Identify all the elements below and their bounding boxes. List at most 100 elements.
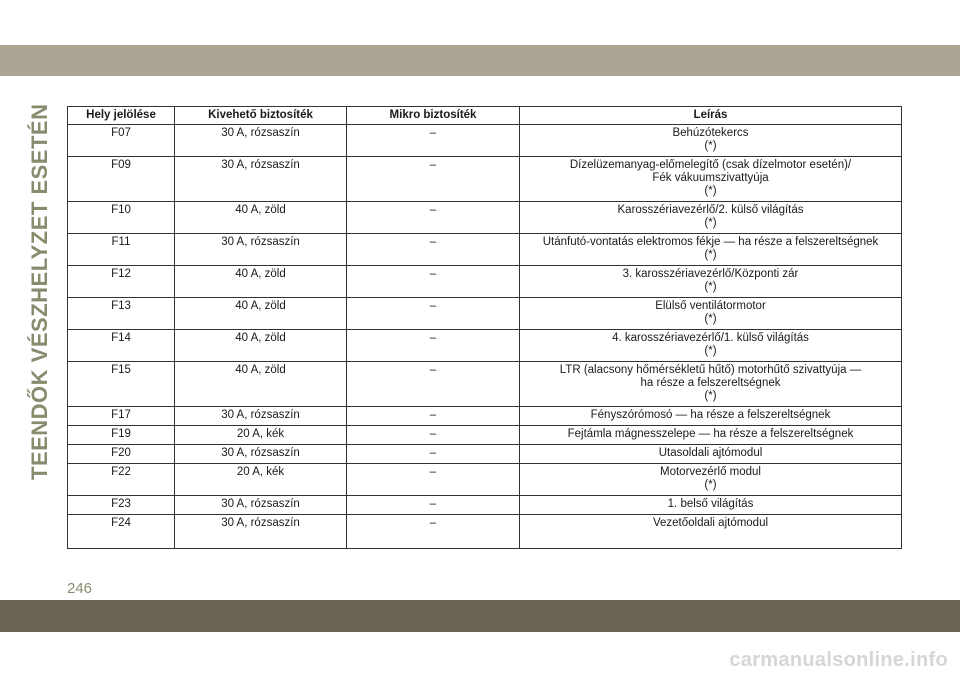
- cell-leiras: 3. karosszériavezérlő/Központi zár (*): [519, 265, 902, 298]
- description-line: Fék vákuumszivattyúja: [652, 172, 769, 184]
- cell-leiras: 4. karosszériavezérlő/1. külső világítás…: [519, 329, 902, 362]
- cell-hely: F17: [67, 406, 175, 426]
- cell-kivehet: 30 A, rózsaszín: [174, 444, 347, 464]
- top-band: [0, 45, 960, 76]
- cell-leiras: Dízelüzemanyag-előmelegítő (csak dízelmo…: [519, 156, 902, 202]
- bottom-band: [0, 600, 960, 632]
- cell-kivehet: 30 A, rózsaszín: [174, 406, 347, 426]
- cell-mikro: –: [346, 156, 520, 202]
- description-line: Karosszériavezérlő/2. külső világítás: [617, 204, 804, 216]
- cell-leiras: Vezetőoldali ajtómodul: [519, 514, 902, 549]
- description-line: ha része a felszereltségnek: [640, 377, 781, 389]
- cell-hely: F11: [67, 233, 175, 266]
- description-line: (*): [704, 345, 717, 357]
- cell-kivehet: 40 A, zöld: [174, 201, 347, 234]
- table-row: F24 30 A, rózsaszín – Vezetőoldali ajtómodu…: [67, 514, 902, 549]
- cell-hely: F24: [67, 514, 175, 549]
- description-line: Vezetőoldali ajtómodul: [652, 517, 769, 529]
- cell-mikro: –: [346, 297, 520, 330]
- cell-leiras: Utasoldali ajtómodul: [519, 444, 902, 464]
- cell-mikro: –: [346, 514, 520, 549]
- cell-hely: F10: [67, 201, 175, 234]
- header-kivehet: Kivehető biztosíték: [174, 106, 347, 125]
- cell-mikro: –: [346, 463, 520, 496]
- cell-mikro: –: [346, 406, 520, 426]
- table-row: F19 20 A, kék – Fejtámla mágnesszelepe — ha…: [67, 425, 902, 445]
- table-row: F23 30 A, rózsaszín – 1. belső világítás: [67, 495, 902, 515]
- section-title: TEENDŐK VÉSZHELYZET ESETÉN: [27, 103, 52, 480]
- fuse-table: Hely jelölése Kivehető biztosíték Mikro …: [67, 106, 902, 549]
- cell-leiras: Motorvezérlő modul (*): [519, 463, 902, 496]
- cell-kivehet: 30 A, rózsaszín: [174, 514, 347, 549]
- cell-kivehet: 40 A, zöld: [174, 297, 347, 330]
- description-line: Motorvezérlő modul: [660, 466, 761, 478]
- cell-leiras: Elülső ventilátormotor (*): [519, 297, 902, 330]
- cell-hely: F09: [67, 156, 175, 202]
- description-line: (*): [704, 390, 717, 402]
- cell-kivehet: 20 A, kék: [174, 463, 347, 496]
- table-row: F12 40 A, zöld –3. karosszériavezérlő/Közp…: [67, 265, 902, 298]
- header-leiras: Leírás: [519, 106, 902, 125]
- description-line: Fejtámla mágnesszelepe — ha része a fels…: [567, 428, 854, 440]
- description-line: Dízelüzemanyag-előmelegítő (csak dízelmo…: [569, 159, 852, 171]
- cell-leiras: 1. belső világítás: [519, 495, 902, 515]
- description-line: (*): [704, 249, 717, 261]
- cell-mikro: –: [346, 233, 520, 266]
- description-line: Utasoldali ajtómodul: [658, 447, 763, 459]
- table-header-row: Hely jelölése Kivehető biztosíték Mikro …: [67, 106, 902, 125]
- description-line: 3. karosszériavezérlő/Központi zár: [622, 268, 799, 280]
- table-body: F07 30 A, rózsaszín – Behúzótekercs (*) F09 30…: [67, 124, 902, 549]
- cell-kivehet: 30 A, rózsaszín: [174, 233, 347, 266]
- cell-kivehet: 40 A, zöld: [174, 329, 347, 362]
- cell-hely: F23: [67, 495, 175, 515]
- cell-leiras: Fejtámla mágnesszelepe — ha része a fels…: [519, 425, 902, 445]
- description-line: (*): [704, 313, 717, 325]
- table-row: F22 20 A, kék – Motorvezérlő modul (*): [67, 463, 902, 496]
- description-line: 1. belső világítás: [667, 498, 754, 510]
- cell-hely: F22: [67, 463, 175, 496]
- table-row: F20 30 A, rózsaszín – Utasoldali ajtómodul: [67, 444, 902, 464]
- cell-kivehet: 40 A, zöld: [174, 265, 347, 298]
- table-row: F13 40 A, zöld – Elülső ventilátormotor (*): [67, 297, 902, 330]
- table-row: F09 30 A, rózsaszín – Dízelüzemanyag-előmel…: [67, 156, 902, 202]
- description-line: Elülső ventilátormotor: [655, 300, 766, 312]
- cell-kivehet: 40 A, zöld: [174, 361, 347, 407]
- page-number: 246: [67, 580, 93, 597]
- header-mikro: Mikro biztosíték: [346, 106, 520, 125]
- cell-mikro: –: [346, 425, 520, 445]
- cell-hely: F19: [67, 425, 175, 445]
- cell-leiras: Karosszériavezérlő/2. külső világítás (*): [519, 201, 902, 234]
- cell-leiras: Fényszórómosó — ha része a felszereltség…: [519, 406, 902, 426]
- header-hely: Hely jelölése: [67, 106, 175, 125]
- cell-mikro: –: [346, 265, 520, 298]
- description-line: (*): [704, 281, 717, 293]
- cell-mikro: –: [346, 124, 520, 157]
- cell-mikro: –: [346, 495, 520, 515]
- description-line: Utánfutó-vontatás elektromos fékje — ha …: [542, 236, 879, 248]
- description-line: 4. karosszériavezérlő/1. külső világítás: [612, 332, 809, 344]
- cell-hely: F15: [67, 361, 175, 407]
- cell-mikro: –: [346, 444, 520, 464]
- description-line: (*): [704, 140, 717, 152]
- table-row: F10 40 A, zöld – Karosszériavezérlő/2. küls…: [67, 201, 902, 234]
- cell-leiras: LTR (alacsony hőmérsékletű hűtő) motorhű…: [519, 361, 902, 407]
- cell-hely: F12: [67, 265, 175, 298]
- description-line: (*): [704, 217, 717, 229]
- description-line: (*): [704, 479, 717, 491]
- cell-mikro: –: [346, 329, 520, 362]
- cell-leiras: Behúzótekercs (*): [519, 124, 902, 157]
- cell-hely: F07: [67, 124, 175, 157]
- description-line: (*): [704, 185, 717, 197]
- table-row: F15 40 A, zöld – LTR (alacsony hőmérsékletű…: [67, 361, 902, 407]
- cell-hely: F14: [67, 329, 175, 362]
- watermark: carmanualsonline.info: [729, 649, 948, 671]
- cell-hely: F13: [67, 297, 175, 330]
- cell-hely: F20: [67, 444, 175, 464]
- cell-mikro: –: [346, 201, 520, 234]
- description-line: Fényszórómosó — ha része a felszereltség…: [590, 409, 831, 421]
- cell-kivehet: 30 A, rózsaszín: [174, 124, 347, 157]
- cell-mikro: –: [346, 361, 520, 407]
- cell-kivehet: 30 A, rózsaszín: [174, 495, 347, 515]
- cell-kivehet: 20 A, kék: [174, 425, 347, 445]
- cell-leiras: Utánfutó-vontatás elektromos fékje — ha …: [519, 233, 902, 266]
